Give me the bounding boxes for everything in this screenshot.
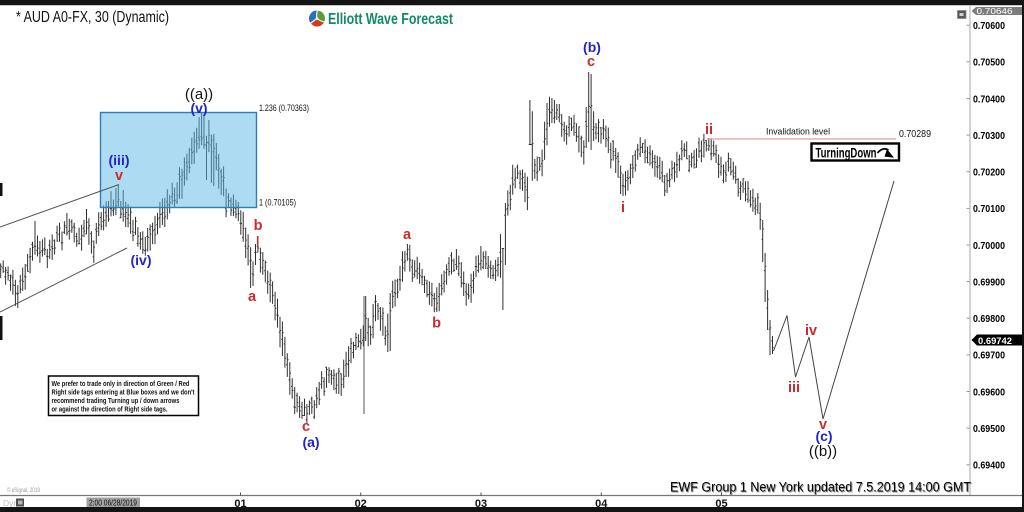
svg-text:0.70300: 0.70300 (973, 130, 1005, 142)
svg-text:c: c (302, 419, 310, 435)
svg-text:((a)): ((a)) (185, 86, 213, 103)
svg-text:0.70289: 0.70289 (899, 128, 931, 140)
svg-text:a: a (248, 289, 257, 305)
svg-text:a: a (403, 227, 412, 243)
svg-text:* AUD A0-FX, 30 (Dynamic): * AUD A0-FX, 30 (Dynamic) (16, 9, 169, 26)
svg-text:0.69400: 0.69400 (973, 460, 1005, 472)
svg-text:0.70500: 0.70500 (973, 57, 1005, 69)
svg-text:0.69600: 0.69600 (973, 386, 1005, 398)
svg-text:(iii): (iii) (109, 152, 130, 168)
svg-text:1.236 (0.70363): 1.236 (0.70363) (259, 103, 309, 114)
svg-text:0.69900: 0.69900 (973, 276, 1005, 288)
svg-text:(iv): (iv) (131, 252, 152, 268)
svg-text:0.70400: 0.70400 (973, 93, 1005, 105)
svg-text:Dyn: Dyn (3, 498, 18, 508)
svg-text:0.69800: 0.69800 (973, 313, 1005, 325)
svg-text:((b)): ((b)) (809, 443, 837, 460)
svg-text:1 (0.70105): 1 (0.70105) (259, 198, 296, 209)
svg-text:c: c (587, 54, 595, 70)
svg-text:(v): (v) (190, 100, 207, 116)
svg-text:Right side tags entering at Bl: Right side tags entering at Blue boxes a… (52, 388, 195, 397)
svg-text:0.69742: 0.69742 (978, 336, 1012, 347)
svg-text:b: b (254, 218, 263, 234)
svg-text:0.70000: 0.70000 (973, 240, 1005, 252)
svg-text:iv: iv (805, 323, 817, 339)
svg-text:EWF Group 1 New York updated 7: EWF Group 1 New York updated 7.5.2019 14… (670, 480, 971, 495)
svg-text:recommend trading Turning up /: recommend trading Turning up / down arro… (52, 396, 180, 405)
svg-text:i: i (621, 200, 625, 216)
svg-text:b: b (432, 316, 441, 332)
svg-text:Invalidation level: Invalidation level (766, 127, 830, 137)
svg-text:(a): (a) (302, 434, 319, 450)
svg-text:2:00 06/28/2019: 2:00 06/28/2019 (89, 498, 137, 508)
svg-text:iii: iii (788, 380, 800, 396)
svg-text:0.70600: 0.70600 (973, 20, 1005, 32)
svg-text:ii: ii (705, 122, 713, 138)
svg-text:EWF Group 1 New York updated 7: EWF Group 1 New York updated 7.5.2019 14… (671, 481, 972, 496)
svg-text:or against the direction of Ri: or against the direction of Right side t… (52, 405, 168, 414)
svg-text:v: v (115, 168, 123, 184)
svg-text:0.70646: 0.70646 (977, 6, 1013, 16)
svg-text:(b): (b) (583, 39, 601, 55)
svg-text:Elliott Wave Forecast: Elliott Wave Forecast (328, 11, 454, 28)
svg-text:0.69700: 0.69700 (973, 350, 1005, 362)
svg-text:0.70200: 0.70200 (973, 167, 1005, 179)
svg-text:v: v (819, 417, 827, 433)
svg-text:TurningDown: TurningDown (816, 146, 877, 161)
svg-text:© eSignal, 2019: © eSignal, 2019 (7, 486, 40, 494)
svg-text:0.70100: 0.70100 (973, 203, 1005, 215)
svg-text:We prefer to trade only in dir: We prefer to trade only in direction of … (52, 379, 190, 388)
svg-text:(c): (c) (815, 428, 832, 444)
svg-text:0.69500: 0.69500 (973, 423, 1005, 435)
